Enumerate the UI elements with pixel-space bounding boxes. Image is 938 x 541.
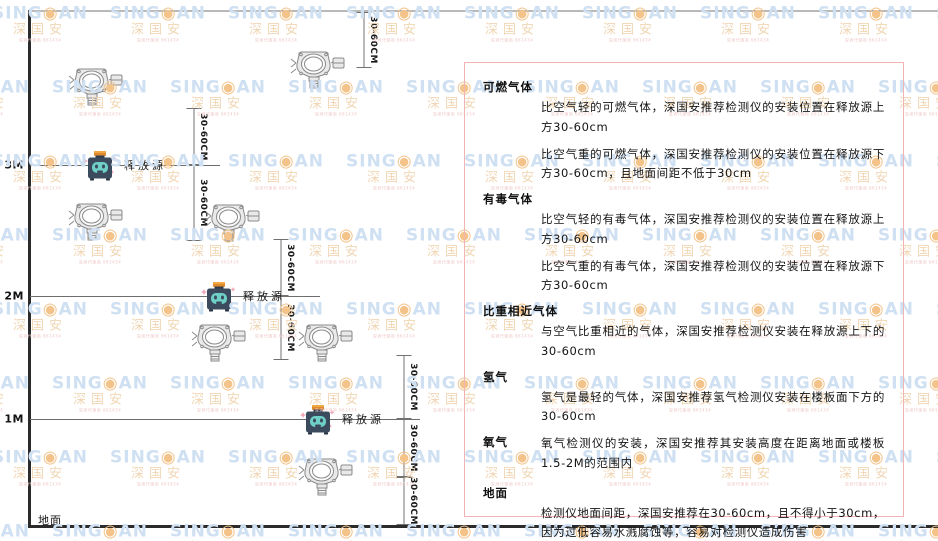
- dimension-tick: [396, 476, 412, 477]
- release-source-icon: [82, 148, 118, 182]
- installation-guidelines-panel: 可燃气体 比空气轻的可燃气体，深国安推荐检测仪的安装位置在释放源上方30-60cm…: [464, 62, 904, 539]
- guideline-section: 氧气 氧气检测仪的安装，深国安推荐其安装高度在距离地面或楼板1.5-2M的范围内: [483, 434, 885, 481]
- height-label-1m: 1M: [4, 412, 24, 426]
- guideline-paragraph: 比空气重的可燃气体，深国安推荐检测仪的安装位置在释放源下方30-60cm，且地面…: [541, 146, 885, 181]
- height-rule-1m: [30, 419, 420, 420]
- dimension-tick: [186, 108, 202, 109]
- dimension-30-60cm: 30-60CM: [356, 12, 378, 68]
- dimension-tick: [396, 355, 412, 356]
- guideline-paragraph: 氧气检测仪的安装，深国安推荐其安装高度在距离地面或楼板1.5-2M的范围内: [541, 436, 885, 470]
- dimension-line: [403, 477, 405, 525]
- height-label-3m: 3M: [4, 158, 24, 172]
- release-source-label: 释放源: [342, 413, 384, 426]
- dimension-tick: [186, 164, 202, 165]
- dimension-line: [403, 419, 405, 477]
- dimension-30-60cm: 30-60CM: [186, 165, 208, 241]
- guideline-paragraph: 比空气轻的可燃气体，深国安推荐检测仪的安装位置在释放源上方30-60cm: [541, 100, 885, 134]
- release-source-icon: [300, 402, 336, 436]
- release-source-label: 释放源: [243, 290, 285, 303]
- dimension-30-60cm: 30-60CM: [396, 419, 418, 477]
- dimension-label: 30-60CM: [368, 16, 378, 64]
- dimension-label: 30-60CM: [408, 424, 418, 472]
- dimension-tick: [186, 240, 202, 241]
- dimension-tick: [273, 295, 289, 296]
- release-source-icon: [201, 279, 237, 313]
- vertical-axis: [28, 10, 31, 527]
- guideline-paragraph: 氢气是最轻的气体，深国安推荐氢气检测仪安装在楼板面下方的30-60cm: [541, 389, 885, 424]
- gas-detector-icon: [67, 198, 125, 242]
- dimension-30-60cm: 30-60CM: [273, 239, 295, 296]
- dimension-tick: [396, 419, 412, 420]
- guideline-paragraph: 比空气重的有毒气体，深国安推荐检测仪的安装位置在释放源下方30-60cm: [541, 258, 885, 293]
- guideline-section: 地面检测仪地面间距，深国安推荐在30-60cm，且不得小于30cm，因为过低容易…: [483, 485, 885, 541]
- dimension-line: [363, 12, 365, 68]
- gas-detector-icon: [190, 319, 248, 363]
- dimension-30-60cm: 30-60CM: [396, 477, 418, 525]
- dimension-line: [403, 355, 405, 419]
- guideline-section: 氢气氢气是最轻的气体，深国安推荐氢气检测仪安装在楼板面下方的30-60cm: [483, 369, 885, 428]
- dimension-tick: [273, 296, 289, 297]
- dimension-tick: [356, 67, 372, 68]
- dimension-line: [193, 108, 195, 165]
- dimension-label: 30-60CM: [198, 112, 208, 161]
- dimension-30-60cm: 30-60CM: [396, 355, 418, 419]
- dimension-tick: [273, 359, 289, 360]
- guideline-section: 可燃气体 比空气轻的可燃气体，深国安推荐检测仪的安装位置在释放源上方30-60cm…: [483, 79, 885, 184]
- guideline-section: 有毒气体 比空气轻的有毒气体，深国安推荐检测仪的安装位置在释放源上方30-60cm…: [483, 191, 885, 296]
- guideline-section: 比重相近气体与空气比重相近的气体，深国安推荐检测仪安装在释放源上下的30-60c…: [483, 303, 885, 362]
- dimension-tick: [396, 418, 412, 419]
- gas-detector-icon: [297, 319, 355, 363]
- gas-detector-icon: [67, 63, 125, 107]
- gas-detector-icon: [297, 453, 355, 497]
- guideline-section-title: 比重相近气体: [483, 304, 558, 319]
- dimension-label: 30-60CM: [285, 243, 295, 292]
- height-rule-3m: [30, 165, 220, 166]
- guideline-section-title: 氧气: [483, 435, 508, 450]
- guideline-section-title: 地面: [483, 485, 508, 500]
- gas-detector-icon: [289, 46, 347, 90]
- release-source-label: 释放源: [124, 159, 166, 172]
- dimension-label: 30-60CM: [408, 363, 418, 411]
- dimension-line: [280, 239, 282, 296]
- dimension-tick: [396, 524, 412, 525]
- gas-detector-icon: [204, 199, 262, 243]
- height-label-2m: 2M: [4, 289, 24, 303]
- guideline-section-title: 有毒气体: [483, 192, 533, 207]
- dimension-30-60cm: 30-60CM: [186, 108, 208, 165]
- guideline-section-title: 可燃气体: [483, 80, 533, 94]
- dimension-line: [193, 165, 195, 241]
- guideline-paragraph: 与空气比重相近的气体，深国安推荐检测仪安装在释放源上下的30-60cm: [541, 324, 885, 358]
- guideline-paragraph: 比空气轻的有毒气体，深国安推荐检测仪的安装位置在释放源上方30-60cm: [541, 212, 885, 246]
- ground-label: 地面: [38, 514, 62, 527]
- ground-line: [28, 525, 938, 528]
- height-rule-2m: [30, 296, 320, 297]
- dimension-line: [280, 296, 282, 360]
- dimension-tick: [273, 239, 289, 240]
- dimension-label: 30-60CM: [285, 304, 295, 352]
- dimension-tick: [186, 165, 202, 166]
- guideline-section-title: 氢气: [483, 369, 508, 384]
- dimension-label: 30-60CM: [408, 477, 418, 525]
- ceiling-line: [28, 10, 938, 12]
- dimension-tick: [356, 12, 372, 13]
- dimension-30-60cm: 30-60CM: [273, 296, 295, 360]
- guideline-paragraph: 检测仪地面间距，深国安推荐在30-60cm，且不得小于30cm，因为过低容易水溅…: [541, 505, 885, 540]
- dimension-tick: [396, 477, 412, 478]
